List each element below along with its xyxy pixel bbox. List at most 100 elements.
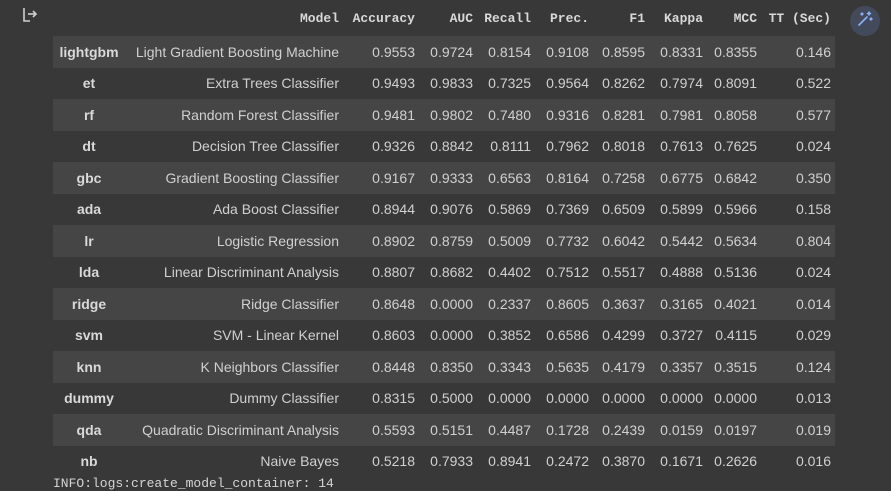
metric-cell: 0.5442 — [660, 232, 703, 249]
metric-cell: 0.5218 — [372, 453, 415, 470]
metric-cell: 0.8315 — [372, 390, 415, 407]
metric-cell: 0.3637 — [602, 295, 645, 312]
metric-cell: 0.8281 — [602, 106, 645, 123]
metric-cell: 0.804 — [795, 232, 831, 249]
metric-cell: 0.4115 — [715, 327, 757, 344]
metric-cell: 0.5635 — [546, 358, 589, 375]
metric-cell: 0.8058 — [714, 106, 757, 123]
metric-cell: 0.1671 — [660, 453, 703, 470]
metric-cell: 0.3165 — [660, 295, 703, 312]
metric-cell: 0.024 — [795, 264, 831, 281]
metric-cell: 0.5136 — [714, 264, 757, 281]
metric-cell: 0.013 — [795, 390, 831, 407]
metric-cell: 0.124 — [795, 358, 831, 375]
metric-cell: 0.5009 — [488, 232, 531, 249]
model-comparison-table: Model Accuracy AUC Recall Prec. F1 Kappa MCC TT … — [53, 0, 835, 477]
metric-cell: 0.7625 — [714, 138, 757, 155]
row-index: svm — [74, 327, 104, 344]
metric-cell: 0.146 — [795, 43, 831, 60]
metric-cell: 0.6563 — [488, 169, 531, 186]
magic-wand-button[interactable] — [850, 6, 880, 36]
metric-cell: 0.9724 — [430, 43, 473, 60]
model-name-cell: K Neighbors Classifier — [200, 358, 340, 375]
metric-cell: 0.7981 — [660, 106, 703, 123]
metric-cell: 0.9833 — [430, 75, 473, 92]
model-name-cell: Linear Discriminant Analysis — [163, 264, 339, 281]
model-name-cell: Ridge Classifier — [240, 295, 339, 312]
model-name-cell: Quadratic Discriminant Analysis — [142, 421, 339, 438]
metric-cell: 0.8605 — [546, 295, 589, 312]
row-index: nb — [80, 453, 98, 470]
metric-cell: 0.3852 — [488, 327, 531, 344]
model-name-cell: Extra Trees Classifier — [205, 75, 339, 92]
output-redirect-icon[interactable] — [21, 6, 39, 24]
row-index: lda — [78, 264, 100, 281]
model-name-cell: Dummy Classifier — [229, 390, 339, 407]
metric-cell: 0.3515 — [714, 358, 757, 375]
column-header: AUC — [449, 10, 473, 26]
row-index: dummy — [64, 390, 114, 407]
row-index: knn — [76, 358, 102, 375]
model-name-cell: Light Gradient Boosting Machine — [135, 43, 339, 60]
model-name-cell: Random Forest Classifier — [181, 106, 339, 123]
metric-cell: 0.9333 — [430, 169, 473, 186]
metric-cell: 0.8091 — [714, 75, 757, 92]
metric-cell: 0.3870 — [602, 453, 645, 470]
table-row: ridge Ridge Classifier 0.8648 0.0000 0.2337 0… — [53, 288, 835, 320]
metric-cell: 0.9076 — [430, 201, 473, 218]
metric-cell: 0.4487 — [488, 421, 531, 438]
metric-cell: 0.0000 — [602, 390, 645, 407]
metric-cell: 0.9326 — [372, 138, 415, 155]
table-row: ada Ada Boost Classifier 0.8944 0.9076 0.586… — [53, 193, 835, 225]
model-name-cell: Ada Boost Classifier — [212, 201, 339, 218]
column-header: Kappa — [663, 10, 703, 26]
metric-cell: 0.6775 — [660, 169, 703, 186]
table-header: Model Accuracy AUC Recall Prec. F1 Kappa MCC TT … — [53, 0, 835, 36]
metric-cell: 0.4299 — [602, 327, 645, 344]
metric-cell: 0.6586 — [546, 327, 589, 344]
metric-cell: 0.6509 — [602, 201, 645, 218]
metric-cell: 0.2337 — [488, 295, 531, 312]
metric-cell: 0.8448 — [372, 358, 415, 375]
metric-cell: 0.0000 — [430, 327, 473, 344]
metric-cell: 0.8682 — [430, 264, 473, 281]
metric-cell: 0.1728 — [546, 421, 589, 438]
table-row: qda Quadratic Discriminant Analysis 0.5593… — [53, 414, 835, 446]
metric-cell: 0.350 — [795, 169, 831, 186]
metric-cell: 0.8902 — [372, 232, 415, 249]
metric-cell: 0.9167 — [372, 169, 415, 186]
row-index: dt — [82, 138, 96, 155]
column-header: Prec. — [549, 10, 589, 26]
metric-cell: 0.0000 — [714, 390, 757, 407]
metric-cell: 0.8944 — [372, 201, 415, 218]
metric-cell: 0.7512 — [546, 264, 589, 281]
metric-cell: 0.8164 — [546, 169, 589, 186]
metric-cell: 0.8759 — [430, 232, 473, 249]
column-header: F1 — [629, 10, 645, 26]
metric-cell: 0.8648 — [372, 295, 415, 312]
metric-cell: 0.8350 — [430, 358, 473, 375]
table-row: lda Linear Discriminant Analysis 0.8807 0.8… — [53, 256, 835, 288]
metric-cell: 0.5899 — [660, 201, 703, 218]
metric-cell: 0.8154 — [488, 43, 531, 60]
metric-cell: 0.577 — [795, 106, 831, 123]
row-index: lightgbm — [59, 43, 119, 60]
table-row: lr Logistic Regression 0.8902 0.8759 0.5009 0… — [53, 225, 835, 257]
metric-cell: 0.7258 — [602, 169, 645, 186]
metric-cell: 0.9316 — [546, 106, 589, 123]
row-index: ada — [76, 201, 102, 218]
metric-cell: 0.0197 — [714, 421, 757, 438]
table-row: nb Naive Bayes 0.5218 0.7933 0.8941 0.2472 0.3… — [53, 445, 835, 477]
row-index: et — [82, 75, 96, 92]
table-row: dt Decision Tree Classifier 0.9326 0.8842 0.… — [53, 130, 835, 162]
metric-cell: 0.8111 — [490, 138, 531, 155]
metric-cell: 0.5593 — [372, 421, 415, 438]
column-header: Recall — [484, 10, 531, 26]
metric-cell: 0.7325 — [488, 75, 531, 92]
metric-cell: 0.4402 — [488, 264, 531, 281]
metric-cell: 0.024 — [795, 138, 831, 155]
metric-cell: 0.8603 — [372, 327, 415, 344]
metric-cell: 0.8842 — [430, 138, 473, 155]
table-row: dummy Dummy Classifier 0.8315 0.5000 0.0000 0… — [53, 382, 835, 414]
metric-cell: 0.0000 — [488, 390, 531, 407]
